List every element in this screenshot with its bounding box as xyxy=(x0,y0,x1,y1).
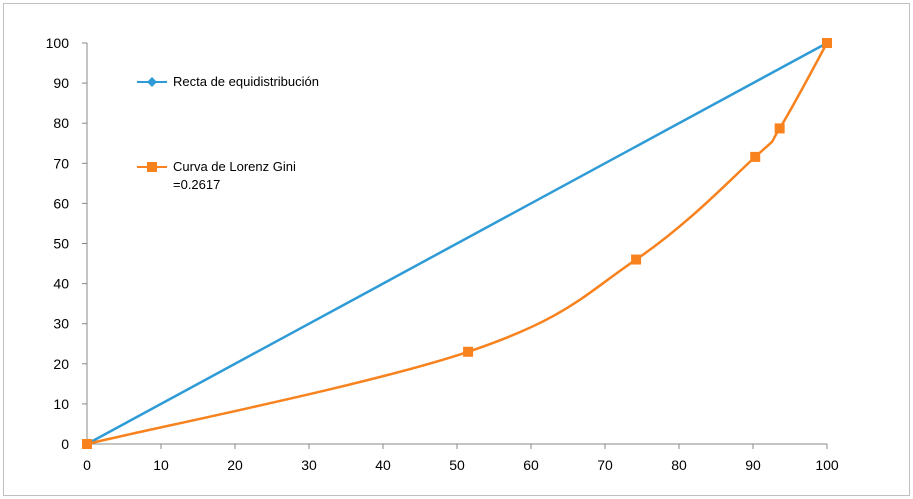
legend-marker-diamond xyxy=(147,77,157,87)
y-axis-ticks: 0 10 20 30 40 50 60 70 80 90 100 xyxy=(46,35,87,452)
x-tick-label: 10 xyxy=(153,457,169,473)
data-point-lorenz xyxy=(82,439,92,449)
x-tick-label: 60 xyxy=(523,457,539,473)
y-tick-label: 70 xyxy=(53,155,69,171)
data-point-lorenz xyxy=(750,151,761,162)
data-point-lorenz xyxy=(631,254,642,265)
data-point-lorenz xyxy=(822,38,832,48)
y-tick-label: 20 xyxy=(53,356,69,372)
x-tick-label: 0 xyxy=(83,457,91,473)
y-tick-label: 90 xyxy=(53,75,69,91)
series-line-equidistribucion xyxy=(86,41,828,446)
x-tick-label: 20 xyxy=(227,457,243,473)
y-tick-label: 0 xyxy=(61,436,69,452)
series-layer xyxy=(82,38,832,449)
legend-label-lorenz-gini-value: =0.2617 xyxy=(173,177,220,192)
x-tick-label: 80 xyxy=(671,457,687,473)
legend-entry-equidistribucion: Recta de equidistribución xyxy=(137,74,319,89)
y-tick-label: 40 xyxy=(53,276,69,292)
legend-label-equidistribucion: Recta de equidistribución xyxy=(173,74,319,89)
x-tick-label: 30 xyxy=(301,457,317,473)
y-tick-label: 80 xyxy=(53,115,69,131)
y-tick-label: 100 xyxy=(46,35,70,51)
data-point-lorenz xyxy=(463,346,474,357)
y-tick-label: 60 xyxy=(53,195,69,211)
x-tick-label: 90 xyxy=(745,457,761,473)
legend: Recta de equidistribución Curva de Loren… xyxy=(137,74,319,192)
legend-label-lorenz: Curva de Lorenz Gini xyxy=(173,159,296,174)
legend-entry-lorenz: Curva de Lorenz Gini =0.2617 xyxy=(137,159,296,192)
legend-marker-square xyxy=(147,162,157,172)
x-tick-label: 40 xyxy=(375,457,391,473)
data-point-lorenz xyxy=(774,123,785,134)
x-tick-label: 100 xyxy=(815,457,839,473)
x-tick-label: 50 xyxy=(449,457,465,473)
y-tick-label: 50 xyxy=(53,236,69,252)
x-axis-ticks: 0 10 20 30 40 50 60 70 80 90 100 xyxy=(83,444,839,473)
y-tick-label: 30 xyxy=(53,316,69,332)
y-tick-label: 10 xyxy=(53,396,69,412)
x-tick-label: 70 xyxy=(597,457,613,473)
chart-frame xyxy=(3,3,910,496)
